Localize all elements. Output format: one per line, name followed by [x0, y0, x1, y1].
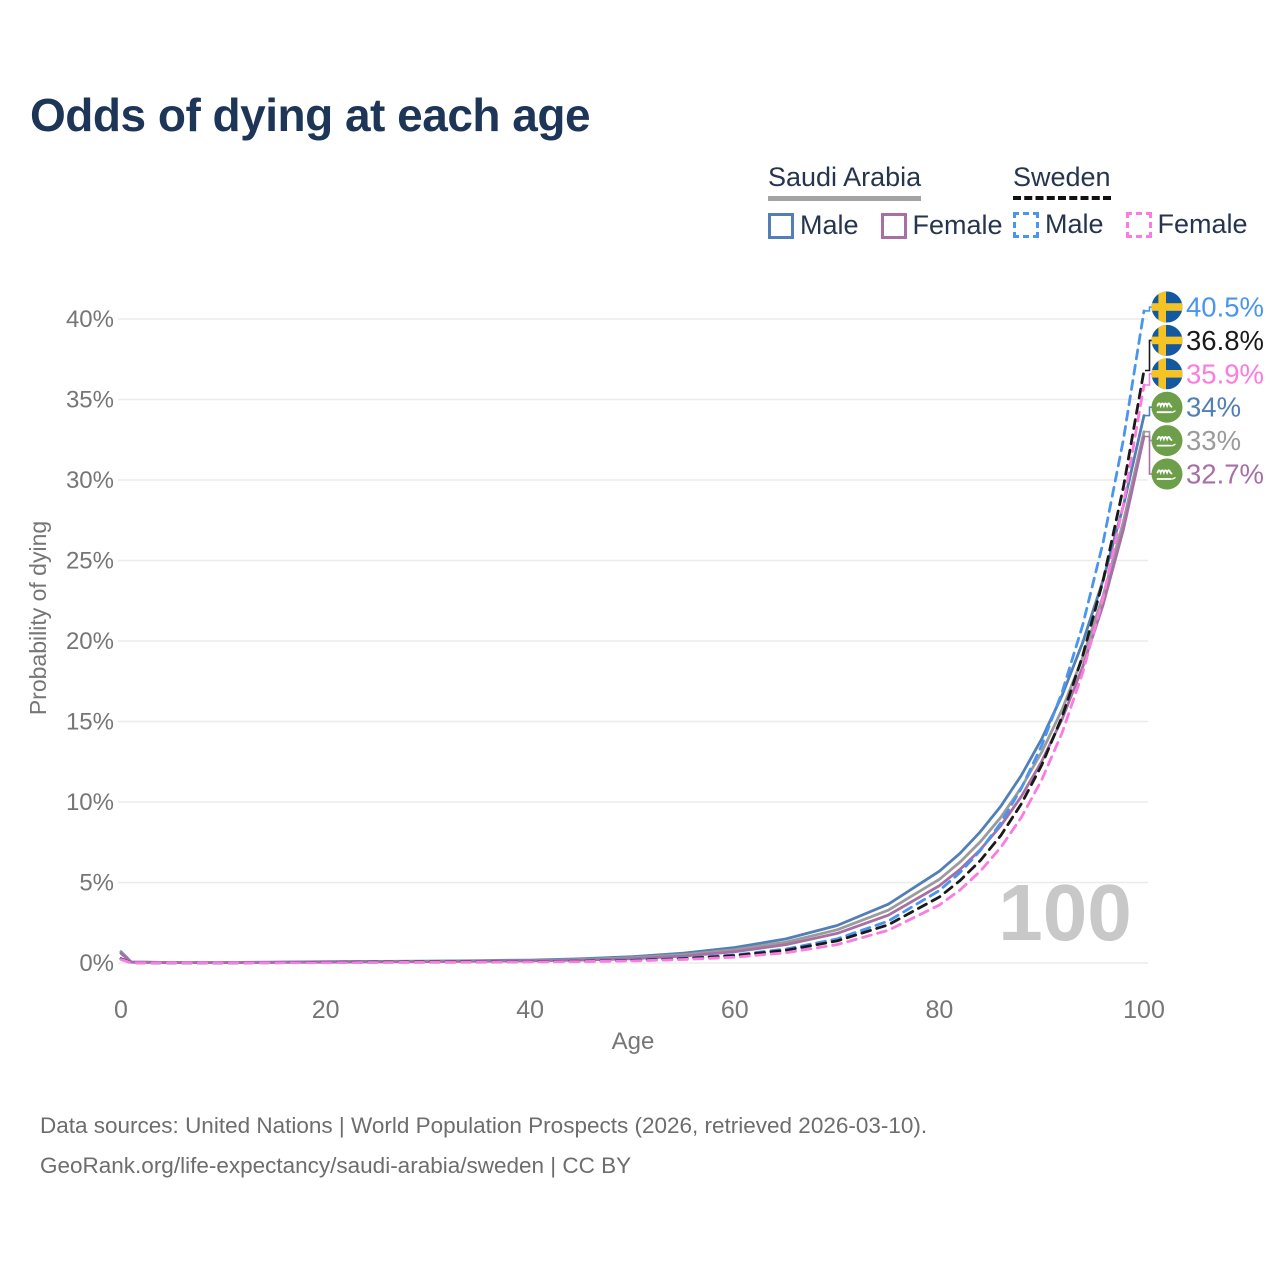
y-tick-15: 15% [66, 709, 114, 736]
legend-country-sweden[interactable]: Sweden [1013, 162, 1111, 200]
legend-item-saudi-male[interactable]: Male [768, 210, 859, 241]
x-tick-20: 20 [312, 996, 340, 1024]
legend-label-sweden-female: Female [1157, 209, 1248, 239]
legend-label-saudi-male: Male [800, 210, 859, 240]
end-value-label-sweden-both: 36.8% [1186, 325, 1264, 356]
x-axis-label: Age [612, 1028, 655, 1055]
end-value-label-sweden-female: 35.9% [1186, 358, 1264, 389]
x-tick-40: 40 [516, 996, 544, 1024]
flag-icon-sweden-both [1151, 324, 1183, 356]
y-axis-label: Probability of dying [25, 521, 51, 715]
saudi-male-swatch [768, 212, 794, 239]
saudi-female-swatch [880, 212, 907, 239]
series-line-sweden-male[interactable] [119, 309, 1146, 965]
x-tick-80: 80 [925, 996, 953, 1024]
flag-icon-sweden-female [1151, 358, 1183, 390]
end-label-connector [1145, 435, 1152, 475]
chart-legend: Saudi Arabia Male Female Sweden Male [0, 0, 1280, 250]
end-label-connector [1145, 406, 1152, 417]
end-value-label-saudi-arabia-both: 33% [1186, 425, 1241, 456]
end-value-label-sweden-male: 40.5% [1186, 292, 1264, 323]
data-sources-line: Data sources: United Nations | World Pop… [40, 1113, 928, 1138]
attribution-footer: Data sources: United Nations | World Pop… [40, 1106, 927, 1186]
y-tick-35: 35% [66, 387, 114, 414]
series-line-sweden-female[interactable] [119, 383, 1146, 965]
end-value-label-saudi-arabia-male: 34% [1186, 392, 1241, 423]
x-tick-100: 100 [1123, 996, 1165, 1024]
legend-group-sweden: Sweden Male Female [1013, 162, 1248, 240]
y-tick-5: 5% [79, 870, 114, 897]
flag-icon-saudi-male [1151, 391, 1183, 423]
flag-icon-saudi-both [1151, 425, 1183, 457]
end-label-connector [1145, 306, 1152, 312]
legend-group-saudi-arabia: Saudi Arabia Male Female [768, 162, 1003, 241]
flag-icon-sweden-male [1151, 291, 1183, 323]
flag-icon-saudi-female [1151, 458, 1183, 490]
legend-item-sweden-female[interactable]: Female [1125, 209, 1248, 240]
end-label-connector [1145, 339, 1152, 372]
series-line-saudi-arabia-male[interactable] [119, 414, 1146, 964]
end-label-connector [1145, 373, 1152, 386]
page-title: Odds of dying at each age [30, 89, 591, 141]
series-line-sweden-both[interactable] [119, 369, 1146, 965]
source-url-line: GeoRank.org/life-expectancy/saudi-arabia… [40, 1153, 632, 1178]
series-line-saudi-arabia-female[interactable] [119, 435, 1146, 964]
legend-item-saudi-female[interactable]: Female [880, 210, 1003, 241]
y-tick-30: 30% [66, 467, 114, 494]
y-tick-25: 25% [66, 548, 114, 575]
x-tick-0: 0 [114, 996, 128, 1024]
x-tick-60: 60 [721, 996, 749, 1024]
end-value-label-saudi-arabia-female: 32.7% [1186, 459, 1264, 490]
y-tick-40: 40% [66, 306, 114, 333]
y-tick-20: 20% [66, 628, 114, 655]
legend-label-saudi-female: Female [912, 210, 1003, 240]
legend-label-sweden-male: Male [1045, 209, 1104, 239]
legend-country-saudi-arabia[interactable]: Saudi Arabia [768, 162, 922, 201]
y-tick-0: 0% [79, 950, 114, 977]
y-tick-10: 10% [66, 789, 114, 816]
age-cursor-watermark: 100 [998, 868, 1131, 957]
sweden-male-swatch [1013, 211, 1039, 238]
legend-item-sweden-male[interactable]: Male [1013, 209, 1104, 240]
sweden-female-swatch [1125, 211, 1152, 238]
